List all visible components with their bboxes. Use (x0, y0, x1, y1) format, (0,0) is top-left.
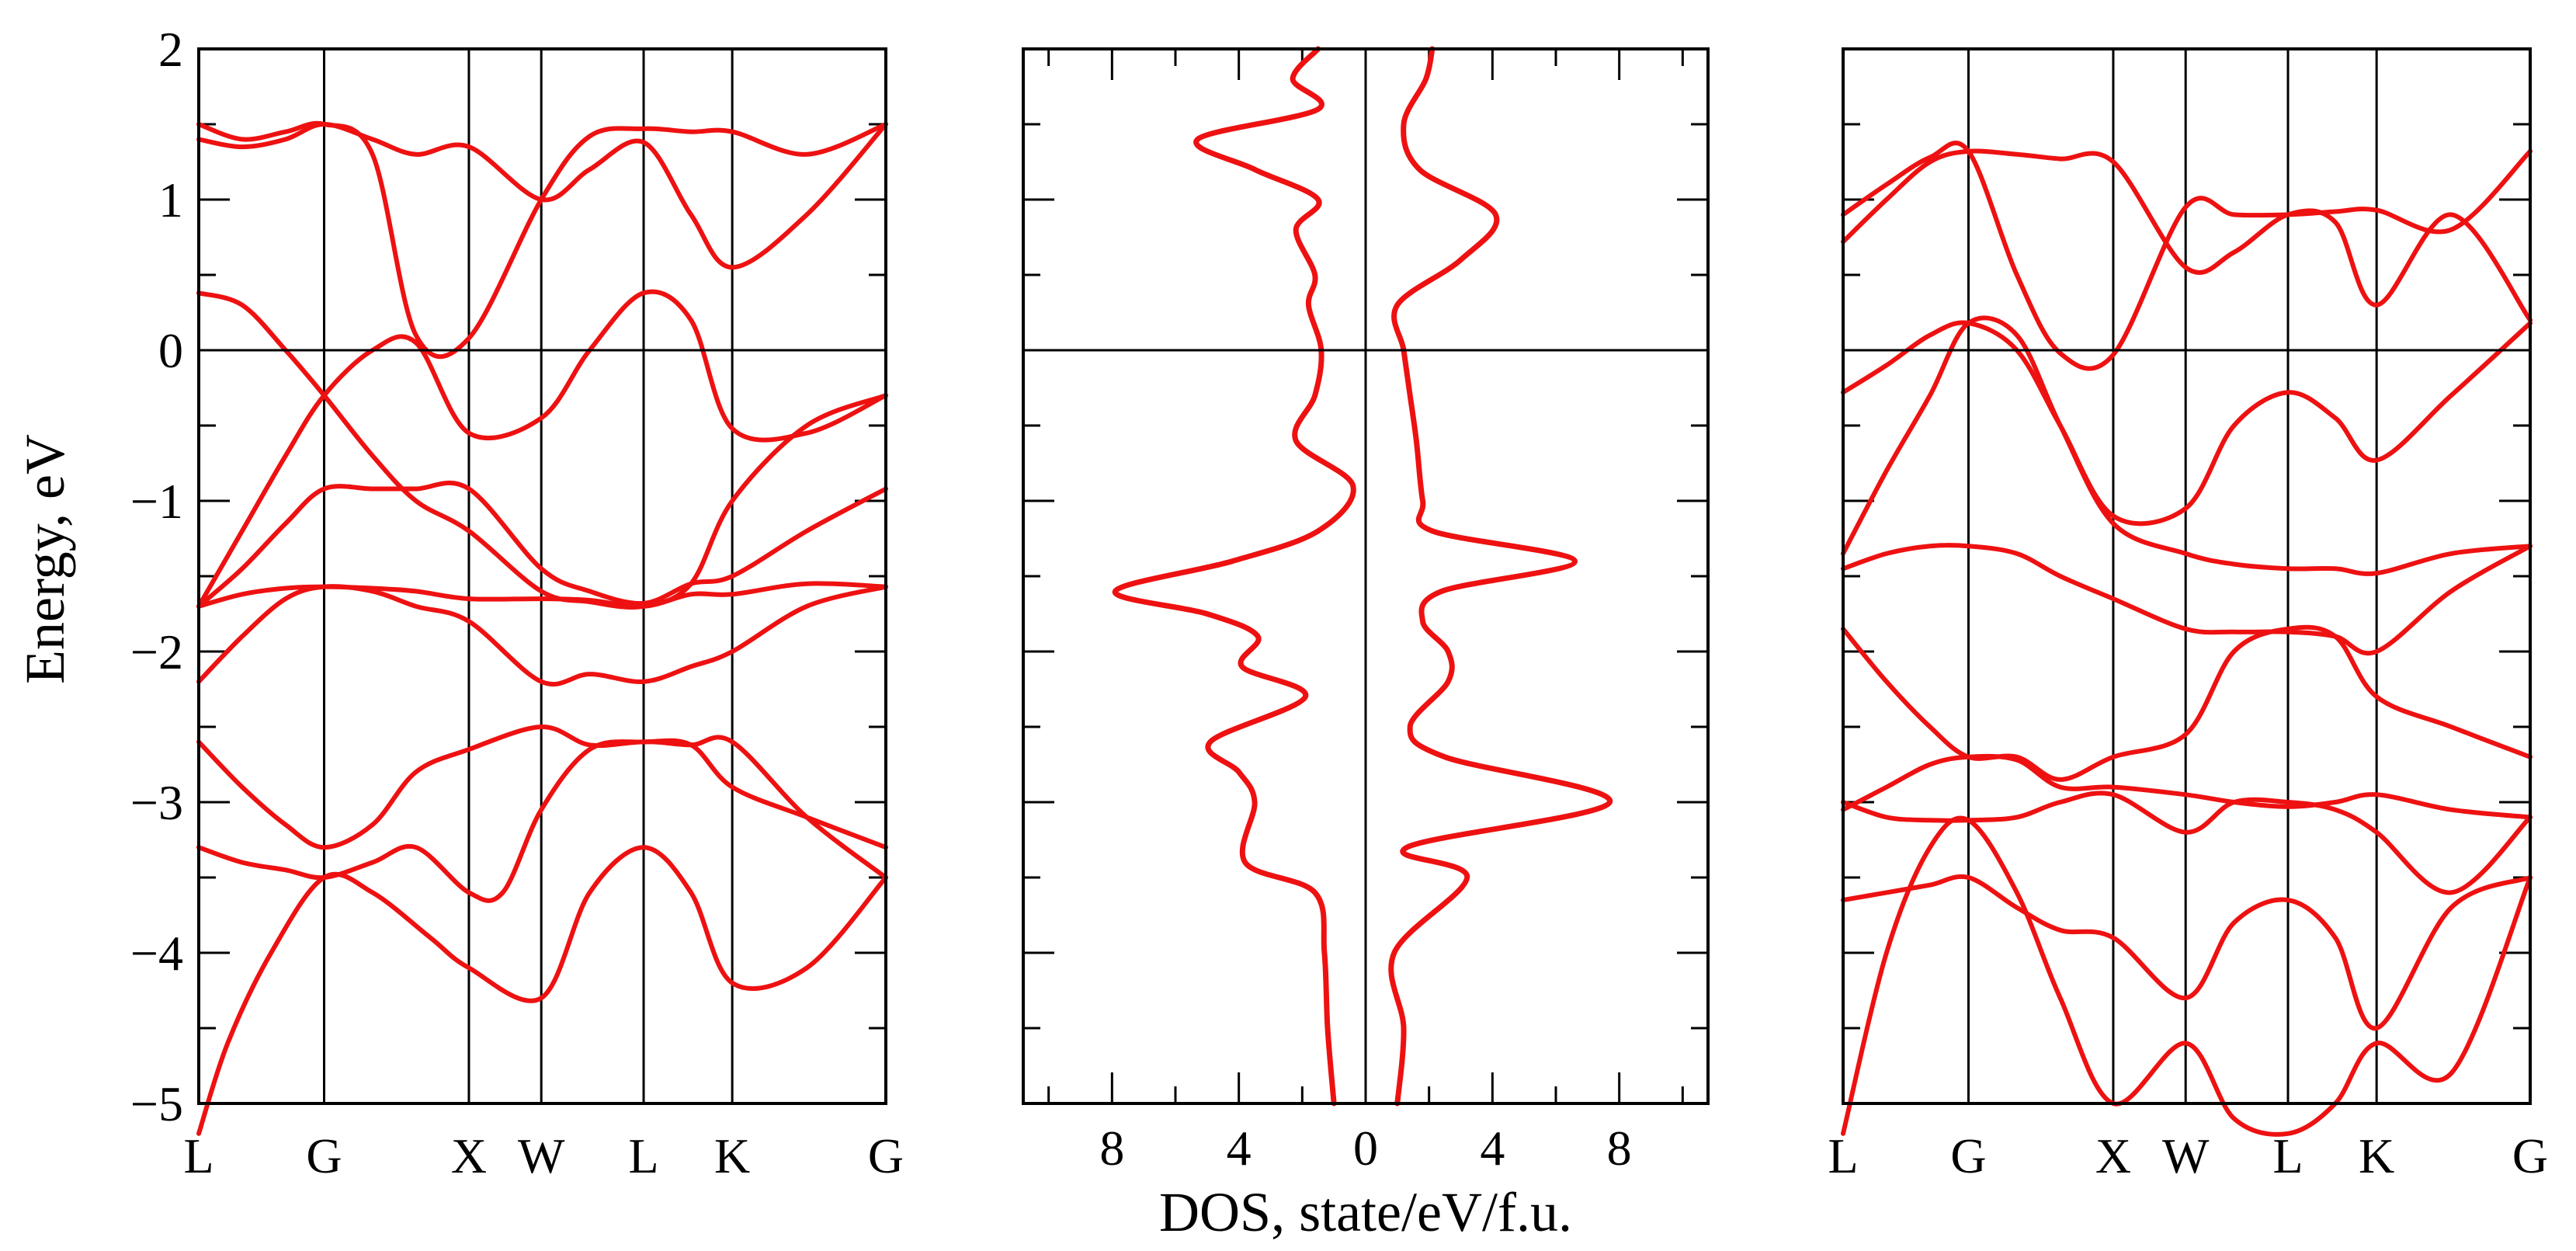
dos-panel: 8 4 0 4 8 DOS, state/eV/f.u. (1022, 46, 1710, 1243)
band-line-7 (196, 289, 888, 609)
kpoint-label-X: X (451, 1128, 487, 1183)
band-line-1 (196, 845, 888, 1136)
band-line-2 (1841, 874, 2533, 1031)
kpoint-label-L: L (1828, 1128, 1858, 1183)
band-line-6 (1841, 543, 2533, 656)
x-tick-label: 4 (1227, 1121, 1252, 1176)
y-tick-label: 2 (158, 22, 183, 77)
dos-curves (1112, 46, 1613, 1107)
y-tick-label: 0 (158, 323, 183, 378)
y-axis-title: Energy, eV (14, 434, 76, 684)
band-line-10 (1841, 141, 2533, 371)
kpoint-label-W: W (518, 1128, 565, 1183)
band-line-4 (1841, 753, 2533, 820)
kpoint-label-L: L (628, 1128, 658, 1183)
kpoint-label-K: K (714, 1128, 750, 1183)
band-line-6 (196, 480, 888, 609)
kpoint-label-G: G (868, 1128, 904, 1183)
x-tick-label: 4 (1480, 1121, 1505, 1176)
band-line-5 (196, 581, 888, 609)
band-curves (1841, 141, 2533, 1137)
kpoint-lines (1967, 49, 2378, 1103)
y-tick-label: 1 (158, 172, 183, 228)
band-line-8 (1841, 320, 2533, 526)
kpoint-label-W: W (2162, 1128, 2210, 1183)
kpoint-label-K: K (2359, 1128, 2394, 1183)
kpoint-label-G: G (306, 1128, 342, 1183)
plot-frame (1022, 47, 1710, 1105)
kpoint-label-L: L (183, 1128, 214, 1183)
band-line-4 (196, 584, 888, 687)
band-line-9 (1841, 148, 2533, 323)
band-line-1 (1841, 815, 2533, 1137)
y-tick-label: −3 (130, 775, 183, 830)
x-tick-label: 8 (1099, 1121, 1124, 1176)
kpoint-label-G: G (1950, 1128, 1986, 1183)
y-tick-label: −4 (130, 926, 183, 981)
plot-frame (1842, 47, 2532, 1105)
kpoint-label-G: G (2512, 1128, 2548, 1183)
y-tick-label: −2 (130, 624, 183, 679)
band-line-3 (1841, 791, 2533, 895)
kpoint-label-L: L (2272, 1128, 2303, 1183)
band-line-10 (196, 120, 888, 360)
y-tick-labels: 2 1 0 −1 −2 −3 −4 −5 (130, 22, 183, 1131)
dos-line-spin-down (1112, 46, 1356, 1107)
y-tick-label: −5 (130, 1076, 183, 1131)
x-tick-label: 0 (1353, 1121, 1378, 1176)
x-tick-labels: 8 4 0 4 8 (1099, 1121, 1631, 1176)
band-line-7 (1841, 315, 2533, 576)
dos-line-spin-up (1388, 46, 1613, 1107)
kpoint-label-X: X (2095, 1128, 2131, 1183)
band-line-8 (196, 290, 888, 610)
x-tick-label: 8 (1607, 1121, 1632, 1176)
band-curves (196, 120, 888, 1136)
band-line-2 (196, 735, 888, 903)
band-line-3 (196, 724, 888, 850)
plot-frame (197, 47, 887, 1105)
x-axis-title: DOS, state/eV/f.u. (1159, 1181, 1572, 1243)
band-line-5 (1841, 624, 2533, 782)
y-tick-label: −1 (130, 474, 183, 529)
